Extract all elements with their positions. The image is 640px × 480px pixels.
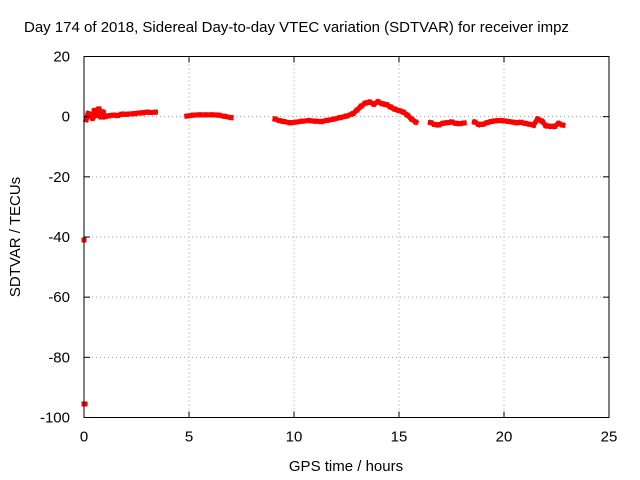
x-tick-label: 0 <box>80 429 88 446</box>
y-axis-label: SDTVAR / TECUs <box>7 177 24 297</box>
data-segment <box>221 113 234 121</box>
y-tick-label: 0 <box>62 109 70 126</box>
x-tick-label: 10 <box>286 429 303 446</box>
x-tick-label: 5 <box>185 429 193 446</box>
y-tick-label: -20 <box>48 169 70 186</box>
data-segment <box>408 115 420 126</box>
y-tick-label: -100 <box>40 410 70 427</box>
plot-frame <box>83 56 610 418</box>
chart-title: Day 174 of 2018, Sidereal Day-to-day VTE… <box>24 19 569 36</box>
y-tick-label: 20 <box>53 49 70 66</box>
x-tick-labels: 0 5 10 15 20 25 <box>80 429 618 446</box>
data-segment <box>555 120 566 129</box>
data-points <box>81 98 566 407</box>
data-point <box>82 401 88 407</box>
x-tick-label: 25 <box>601 429 618 446</box>
x-axis-label: GPS time / hours <box>289 458 403 475</box>
y-tick-label: -80 <box>48 349 70 366</box>
axis-ticks <box>83 56 610 418</box>
x-tick-label: 15 <box>391 429 408 446</box>
y-tick-labels: -100 -80 -60 -40 -20 0 20 <box>40 49 70 427</box>
y-tick-label: -60 <box>48 289 70 306</box>
y-tick-label: -40 <box>48 229 70 246</box>
data-segment <box>457 120 467 127</box>
grid-lines <box>84 56 609 418</box>
x-tick-label: 20 <box>496 429 513 446</box>
